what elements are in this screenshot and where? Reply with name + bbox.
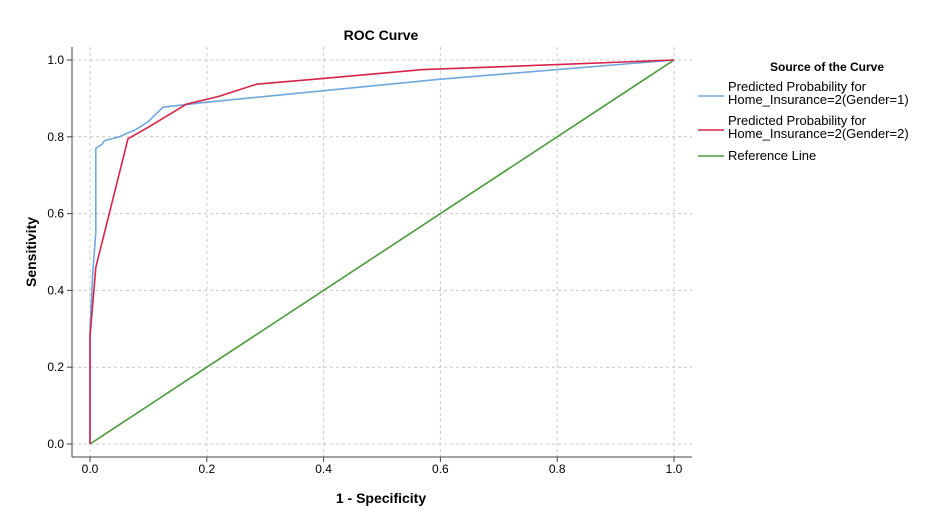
series-layer [89, 59, 675, 445]
legend-title: Source of the Curve [770, 60, 884, 74]
y-tick-label: 1.0 [47, 53, 64, 67]
x-tick-label: 1.0 [666, 462, 683, 476]
x-tick-label: 0.6 [432, 462, 449, 476]
legend-label-2: Predicted Probability for [728, 113, 867, 128]
series-line-3 [89, 59, 675, 445]
legend-label-3: Reference Line [728, 148, 816, 163]
chart-title: ROC Curve [344, 27, 419, 43]
legend: Source of the Curve Predicted Probabilit… [698, 60, 909, 163]
legend-label-1: Home_Insurance=2(Gender=1) [728, 92, 909, 107]
x-tick-label: 0.4 [315, 462, 332, 476]
x-axis-title: 1 - Specificity [336, 490, 426, 506]
series-line-2 [89, 59, 675, 444]
axes-layer: 0.0 0.2 0.4 0.6 0.8 1.0 0.0 0.2 0.4 0.6 0.8 1.0 [47, 47, 692, 476]
y-tick-label: 0.2 [47, 360, 64, 374]
y-axis-title: Sensitivity [23, 217, 39, 287]
y-tick-label: 0.6 [47, 207, 64, 221]
y-tick-label: 0.0 [47, 437, 64, 451]
legend-label-1: Predicted Probability for [728, 79, 867, 94]
grid-layer [72, 47, 692, 457]
x-tick-label: 0.2 [198, 462, 215, 476]
x-tick-label: 0.0 [82, 462, 99, 476]
y-tick-label: 0.4 [47, 283, 64, 297]
y-tick-label: 0.8 [47, 130, 64, 144]
x-tick-label: 0.8 [549, 462, 566, 476]
series-line-1 [89, 59, 675, 444]
legend-label-2: Home_Insurance=2(Gender=2) [728, 126, 909, 141]
